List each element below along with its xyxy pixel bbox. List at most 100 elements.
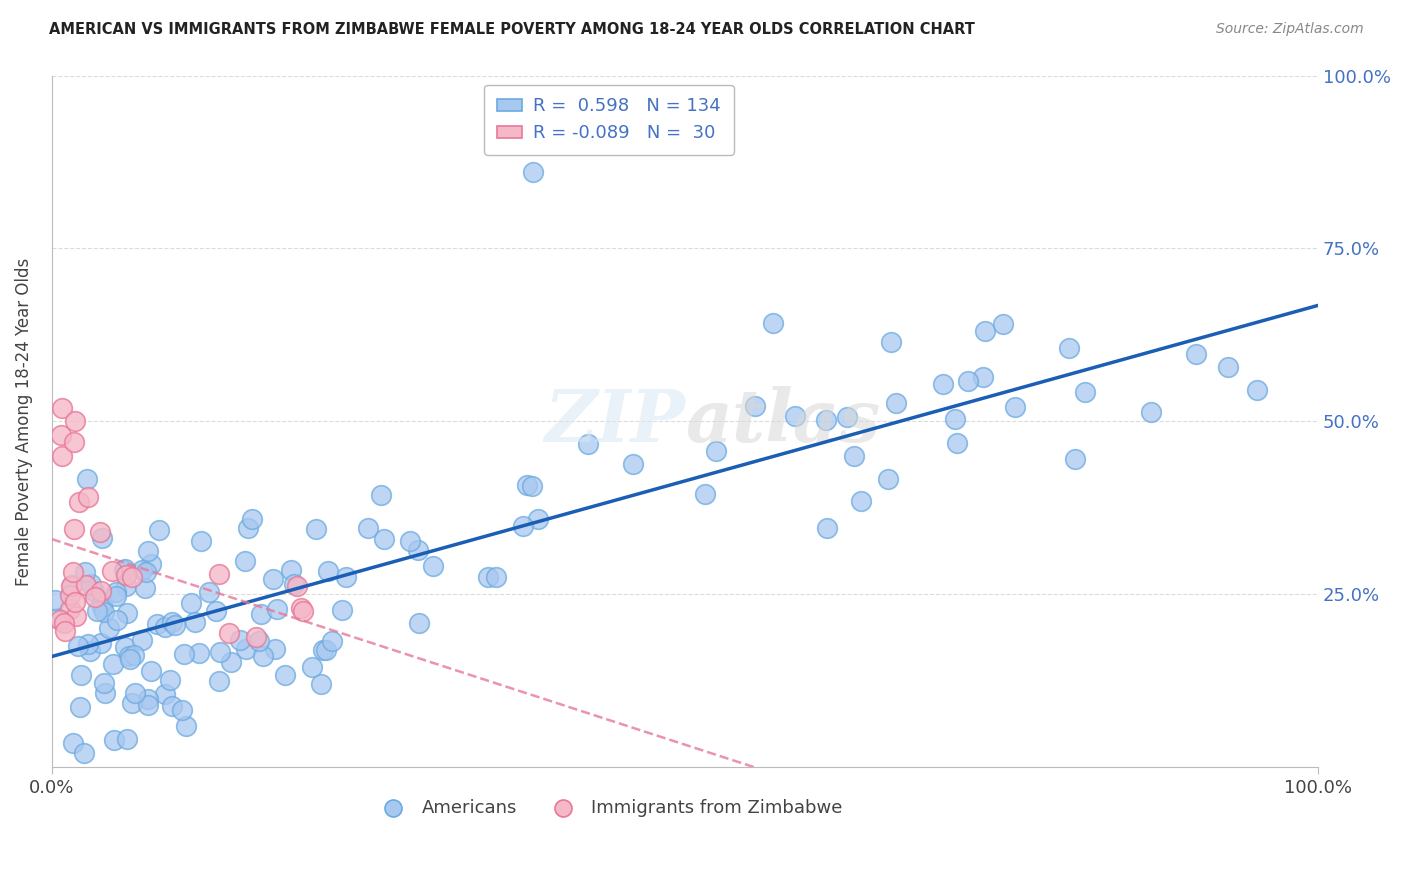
Point (146, 617, 169, 632)
Point (485, 570, 508, 584)
Point (408, 616, 430, 631)
Point (266, 602, 288, 616)
Y-axis label: Female Poverty Among 18-24 Year Olds: Female Poverty Among 18-24 Year Olds (15, 257, 32, 585)
Point (131, 632, 153, 647)
Point (91, 531, 114, 545)
Point (240, 512, 263, 526)
Point (815, 521, 838, 535)
Point (115, 568, 138, 582)
Point (814, 413, 837, 427)
Point (280, 563, 302, 577)
Point (62, 566, 84, 580)
Point (844, 449, 866, 463)
Point (330, 603, 353, 617)
Point (180, 596, 202, 610)
Point (321, 633, 343, 648)
Point (285, 579, 308, 593)
Point (105, 590, 128, 604)
Point (522, 165, 544, 179)
Point (90, 595, 112, 609)
Point (301, 660, 323, 674)
Point (1059, 342, 1081, 356)
Point (70, 667, 93, 681)
Point (160, 698, 183, 713)
Point (136, 544, 159, 558)
Point (208, 566, 231, 581)
Point (835, 409, 858, 424)
Point (62, 578, 84, 592)
Point (229, 633, 252, 648)
Point (851, 494, 873, 508)
Point (578, 437, 600, 451)
Point (46, 611, 69, 625)
Point (477, 570, 499, 584)
Point (90, 584, 112, 599)
Point (93, 676, 115, 690)
Point (86, 603, 108, 617)
Point (173, 647, 195, 661)
Point (515, 478, 537, 492)
Point (90, 599, 112, 614)
Point (252, 648, 274, 663)
Point (991, 318, 1014, 332)
Point (53, 624, 76, 639)
Point (527, 512, 550, 526)
Point (165, 618, 187, 632)
Point (292, 604, 315, 618)
Point (785, 409, 807, 423)
Point (943, 412, 966, 426)
Point (122, 648, 145, 662)
Point (190, 534, 212, 549)
Point (80, 576, 103, 591)
Point (309, 677, 332, 691)
Point (880, 335, 903, 350)
Point (218, 626, 240, 640)
Legend: Americans, Immigrants from Zimbabwe: Americans, Immigrants from Zimbabwe (368, 791, 851, 824)
Point (1074, 384, 1097, 399)
Point (315, 643, 337, 657)
Point (118, 649, 141, 664)
Point (744, 399, 766, 413)
Point (264, 642, 287, 657)
Point (105, 613, 128, 627)
Point (114, 562, 136, 576)
Point (283, 577, 305, 591)
Point (83, 584, 105, 599)
Point (112, 563, 135, 577)
Point (1140, 405, 1163, 419)
Point (93, 685, 115, 699)
Point (159, 673, 181, 687)
Point (115, 579, 138, 593)
Point (233, 554, 256, 568)
Point (103, 657, 125, 671)
Point (148, 523, 170, 537)
Point (1185, 346, 1208, 360)
Point (121, 570, 143, 584)
Point (172, 703, 194, 717)
Point (62, 736, 84, 750)
Point (136, 698, 159, 713)
Point (370, 488, 392, 502)
Point (67, 495, 90, 509)
Point (77, 637, 100, 651)
Point (247, 633, 270, 648)
Point (1004, 401, 1026, 415)
Point (621, 458, 644, 472)
Text: ZIP: ZIP (544, 386, 685, 457)
Point (93, 605, 115, 619)
Point (208, 674, 231, 689)
Point (305, 522, 328, 536)
Point (44, 592, 66, 607)
Point (136, 692, 159, 706)
Point (221, 655, 243, 669)
Point (49, 613, 72, 627)
Point (693, 487, 716, 501)
Point (153, 620, 176, 634)
Point (262, 572, 284, 586)
Point (49, 428, 72, 442)
Point (204, 604, 226, 618)
Point (131, 563, 153, 577)
Point (62, 522, 84, 536)
Point (65, 609, 87, 624)
Point (704, 444, 727, 458)
